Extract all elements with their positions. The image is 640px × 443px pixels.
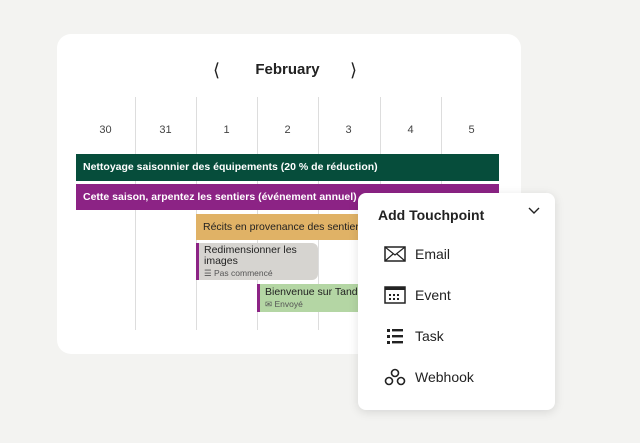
event-bar[interactable]: Nettoyage saisonnier des équipements (20… [76,154,499,181]
task-card[interactable]: Redimensionner les images ☰ Pas commencé [196,243,318,280]
popup-title: Add Touchpoint [378,207,485,223]
envelope-icon [384,246,406,262]
add-touchpoint-popup: Add Touchpoint Email Event Task Webhook [358,193,555,410]
email-card[interactable]: Bienvenue sur Tandem ✉ Envoyé [257,284,377,312]
webhook-icon [384,368,406,386]
touchpoint-webhook[interactable]: Webhook [384,368,474,386]
calendar-icon [384,286,406,304]
day-label: 30 [99,124,112,136]
event-bar[interactable]: Récits en provenance des sentiers [196,214,386,240]
chevron-down-icon[interactable] [527,203,541,219]
day-label: 4 [407,124,414,136]
day-label: 5 [468,124,475,136]
day-label: 1 [223,124,230,136]
list-icon [387,329,403,344]
prev-month-icon[interactable]: ⟨ [213,60,221,80]
grid-line [318,97,319,330]
list-icon: ☰ [204,268,212,278]
grid-line [135,97,136,330]
grid-line [196,97,197,330]
grid-line [257,97,258,330]
day-label: 31 [159,124,172,136]
touchpoint-event[interactable]: Event [384,286,451,304]
touchpoint-email[interactable]: Email [384,245,450,263]
month-title: February [255,61,320,78]
envelope-icon: ✉ [265,299,273,309]
touchpoint-task[interactable]: Task [384,327,444,345]
next-month-icon[interactable]: ⟩ [350,60,358,80]
day-label: 2 [284,124,291,136]
day-label: 3 [345,124,352,136]
